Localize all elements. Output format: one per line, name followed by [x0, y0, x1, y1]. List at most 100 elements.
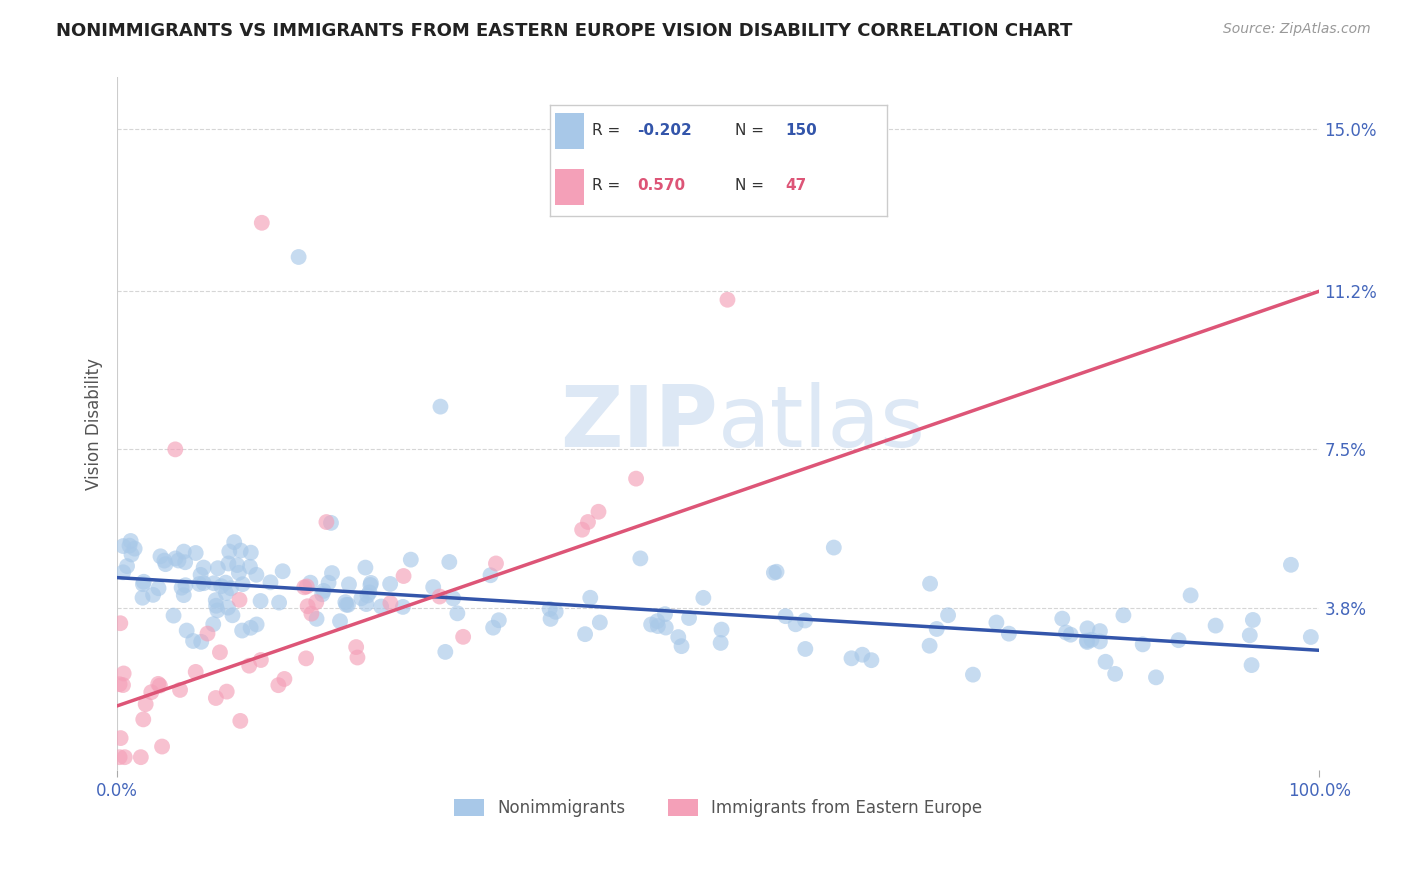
Point	[571, 523, 593, 537]
Point	[429, 400, 451, 414]
Point	[654, 607, 676, 622]
Point	[775, 609, 797, 624]
Point	[184, 546, 207, 560]
Point	[218, 544, 240, 558]
Point	[318, 575, 340, 590]
Point	[112, 566, 135, 580]
Point	[193, 560, 215, 574]
Point	[228, 593, 250, 607]
Point	[170, 581, 193, 595]
Point	[246, 617, 269, 632]
Point	[132, 712, 155, 726]
Point	[167, 553, 190, 567]
Point	[716, 293, 738, 307]
Point	[1076, 633, 1098, 648]
Point	[344, 640, 367, 654]
Point	[224, 535, 246, 549]
Point	[422, 580, 444, 594]
Point	[215, 575, 238, 590]
Point	[479, 568, 502, 582]
Point	[574, 627, 596, 641]
Point	[441, 591, 464, 606]
Point	[823, 541, 845, 555]
Point	[297, 599, 319, 614]
Point	[765, 565, 787, 579]
Point	[287, 250, 309, 264]
Point	[647, 619, 669, 633]
Point	[1205, 618, 1227, 632]
Point	[321, 566, 343, 580]
Point	[239, 559, 262, 574]
Point	[108, 677, 131, 691]
Point	[392, 599, 415, 614]
Point	[576, 515, 599, 529]
Point	[149, 679, 172, 693]
Point	[851, 648, 873, 662]
Point	[118, 539, 141, 553]
Point	[1144, 670, 1167, 684]
Point	[329, 614, 352, 628]
Point	[794, 642, 817, 657]
Point	[488, 613, 510, 627]
Point	[315, 515, 337, 529]
Point	[1112, 608, 1135, 623]
Point	[149, 549, 172, 564]
Point	[1299, 630, 1322, 644]
Point	[305, 595, 328, 609]
Point	[173, 588, 195, 602]
Point	[131, 591, 153, 605]
Point	[1094, 655, 1116, 669]
Point	[162, 608, 184, 623]
Point	[207, 561, 229, 575]
Point	[219, 582, 242, 596]
Point	[429, 590, 451, 604]
Point	[841, 651, 863, 665]
Point	[299, 607, 322, 621]
Point	[184, 665, 207, 679]
Point	[645, 614, 668, 628]
Point	[112, 666, 135, 681]
Point	[197, 626, 219, 640]
Point	[380, 596, 402, 610]
Point	[250, 216, 273, 230]
Point	[579, 591, 602, 605]
Point	[295, 579, 318, 593]
Point	[335, 598, 357, 612]
Point	[231, 624, 253, 638]
Point	[174, 555, 197, 569]
Point	[121, 548, 143, 562]
Point	[860, 653, 883, 667]
Point	[1080, 632, 1102, 647]
Point	[359, 578, 381, 592]
Text: ZIP: ZIP	[561, 382, 718, 466]
Text: NONIMMIGRANTS VS IMMIGRANTS FROM EASTERN EUROPE VISION DISABILITY CORRELATION CH: NONIMMIGRANTS VS IMMIGRANTS FROM EASTERN…	[56, 22, 1073, 40]
Point	[120, 533, 142, 548]
Point	[129, 750, 152, 764]
Point	[588, 505, 610, 519]
Legend: Nonimmigrants, Immigrants from Eastern Europe: Nonimmigrants, Immigrants from Eastern E…	[447, 792, 988, 824]
Point	[215, 684, 238, 698]
Point	[112, 539, 135, 553]
Point	[485, 557, 508, 571]
Point	[640, 617, 662, 632]
Point	[399, 552, 422, 566]
Point	[299, 575, 322, 590]
Point	[312, 583, 335, 598]
Point	[173, 544, 195, 558]
Point	[538, 602, 561, 616]
Point	[710, 636, 733, 650]
Point	[115, 559, 138, 574]
Point	[259, 575, 281, 590]
Point	[762, 566, 785, 580]
Point	[217, 600, 239, 615]
Point	[169, 682, 191, 697]
Point	[335, 595, 357, 609]
Point	[337, 598, 360, 612]
Point	[202, 617, 225, 632]
Point	[311, 587, 333, 601]
Point	[655, 621, 678, 635]
Point	[221, 608, 243, 623]
Point	[710, 623, 733, 637]
Point	[141, 685, 163, 699]
Point	[378, 577, 401, 591]
